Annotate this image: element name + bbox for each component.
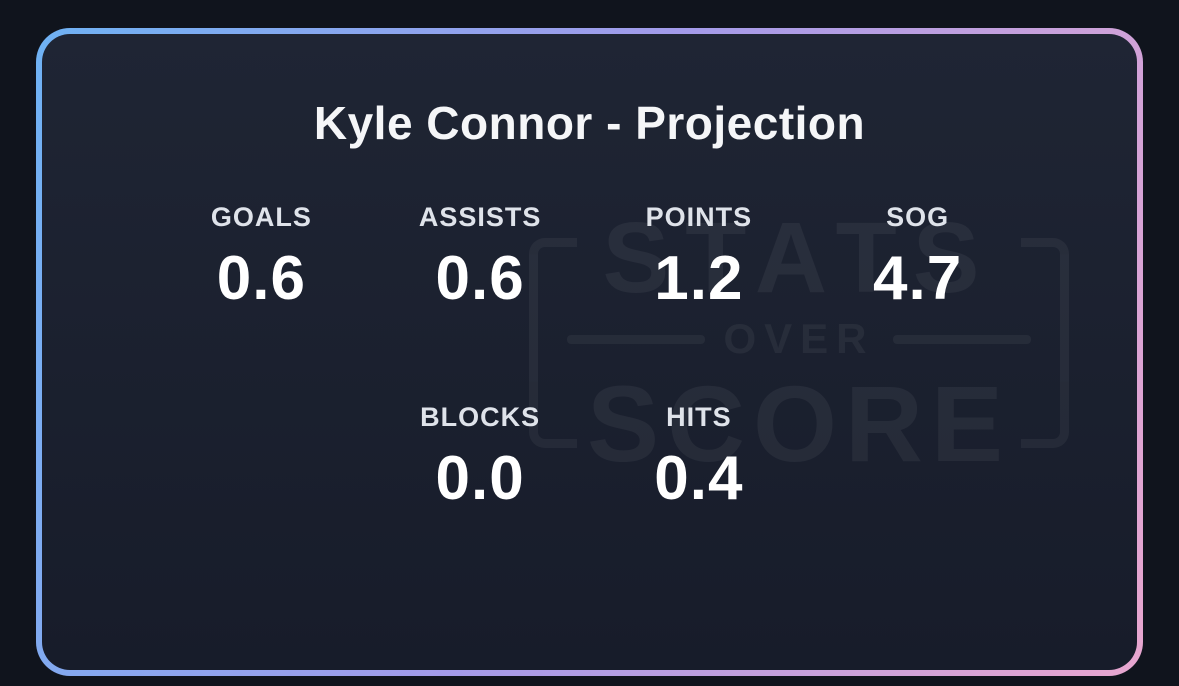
watermark-over-text: OVER	[723, 315, 875, 362]
watermark-over-row: OVER	[566, 315, 1032, 362]
bracket-right-icon	[1021, 238, 1069, 448]
stat-sog: SOG 4.7	[808, 202, 1027, 314]
stat-value: 0.6	[435, 244, 525, 313]
stats-row-1: GOALS 0.6 ASSISTS 0.6 POINTS 1.2 SOG 4.7	[152, 202, 1027, 314]
stat-blocks: BLOCKS 0.0	[371, 402, 590, 514]
stat-label: HITS	[666, 402, 732, 432]
stat-value: 0.0	[435, 444, 525, 513]
watermark-line-left	[566, 334, 706, 344]
stat-points: POINTS 1.2	[590, 202, 809, 314]
stat-assists: ASSISTS 0.6	[371, 202, 590, 314]
card-gradient-border: STATS OVER SCORE Kyle Connor - Projectio…	[36, 28, 1143, 676]
projection-card: STATS OVER SCORE Kyle Connor - Projectio…	[42, 34, 1137, 670]
stat-value: 0.6	[216, 244, 306, 313]
watermark-line-right	[892, 334, 1032, 344]
stat-label: BLOCKS	[420, 402, 541, 432]
page-title: Kyle Connor - Projection	[313, 97, 866, 149]
stat-label: POINTS	[645, 202, 753, 232]
stat-value: 0.4	[654, 444, 744, 513]
stat-label: SOG	[886, 202, 950, 232]
stat-value: 4.7	[873, 244, 963, 313]
stats-row-2: BLOCKS 0.0 HITS 0.4	[152, 402, 1027, 514]
stat-label: GOALS	[210, 202, 312, 232]
stat-label: ASSISTS	[418, 202, 542, 232]
stat-hits: HITS 0.4	[590, 402, 809, 514]
stat-value: 1.2	[654, 244, 744, 313]
stat-goals: GOALS 0.6	[152, 202, 371, 314]
